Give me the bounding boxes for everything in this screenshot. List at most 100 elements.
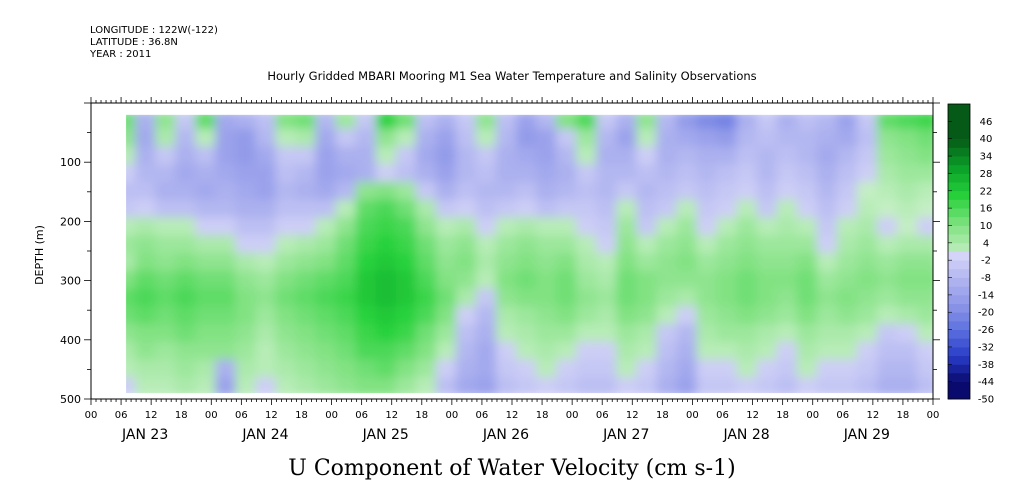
- heatmap-cell: [355, 128, 378, 149]
- heatmap-cell: [836, 146, 859, 167]
- colorbar-segment: [948, 208, 970, 218]
- heatmap-cell: [435, 306, 458, 326]
- heatmap-cell: [375, 377, 398, 398]
- x-tick-label: 18: [897, 410, 910, 421]
- heatmap-cell: [816, 164, 839, 184]
- heatmap-cell: [455, 128, 478, 149]
- heatmap-cell: [816, 270, 839, 291]
- heatmap-smoothing-layer: [115, 110, 933, 398]
- heatmap-cell: [255, 341, 278, 362]
- heatmap-cell: [636, 377, 659, 398]
- heatmap-cell: [175, 217, 198, 238]
- x-tick-label: 06: [115, 410, 128, 421]
- heatmap-cell: [315, 235, 338, 255]
- heatmap-cell: [275, 146, 298, 167]
- heatmap-cell: [796, 377, 819, 398]
- colorbar-labels: 46 40 34 28 22 16 10 4 -2 -8 -14 -20 -26 -32 -38 -44 -50: [978, 117, 994, 406]
- heatmap-cell: [556, 217, 579, 238]
- y-tick-label: 500: [60, 393, 81, 406]
- heatmap-cell: [736, 146, 759, 167]
- heatmap-cell: [175, 146, 198, 167]
- heatmap-cell: [716, 128, 739, 149]
- heatmap-cell: [796, 235, 819, 255]
- heatmap-cell: [455, 217, 478, 238]
- heatmap-cell: [756, 181, 779, 202]
- heatmap-cell: [636, 306, 659, 326]
- heatmap-cell: [135, 235, 158, 255]
- heatmap-cell: [195, 359, 218, 380]
- heatmap-cell: [716, 217, 739, 238]
- heatmap-cell: [856, 164, 879, 184]
- heatmap-cell: [516, 217, 539, 238]
- heatmap-cell: [856, 324, 879, 344]
- heatmap-cell: [355, 217, 378, 238]
- heatmap-cell: [135, 252, 158, 273]
- heatmap-cell: [836, 128, 859, 149]
- heatmap-cell: [616, 252, 639, 273]
- heatmap-cell: [736, 217, 759, 238]
- heatmap-cell: [516, 306, 539, 326]
- heatmap-cell: [255, 288, 278, 309]
- heatmap-cell: [736, 324, 759, 344]
- colorbar-segment: [948, 216, 970, 226]
- heatmap-cell: [315, 306, 338, 326]
- heatmap-cell: [275, 324, 298, 344]
- heatmap-cell: [235, 288, 258, 309]
- heatmap-cell: [856, 235, 879, 255]
- heatmap-cell: [135, 324, 158, 344]
- heatmap-cell: [495, 110, 519, 131]
- heatmap-cell: [295, 146, 318, 167]
- heatmap-cell: [776, 217, 799, 238]
- heatmap-cell: [415, 110, 438, 131]
- heatmap-cell: [616, 164, 639, 184]
- heatmap-cell: [876, 110, 899, 131]
- heatmap-cell: [596, 306, 619, 326]
- heatmap-cell: [255, 181, 278, 202]
- heatmap-cell: [175, 199, 198, 220]
- heatmap-cell: [576, 235, 599, 255]
- heatmap-cell: [616, 359, 639, 380]
- longitude-label: LONGITUDE : 122W(-122): [90, 25, 218, 36]
- heatmap-cell: [876, 270, 899, 291]
- heatmap-cell: [495, 288, 519, 309]
- heatmap-cell: [656, 306, 679, 326]
- heatmap-cell: [536, 377, 559, 398]
- heatmap-cell: [455, 252, 478, 273]
- heatmap-cell: [315, 359, 338, 380]
- heatmap-cell: [375, 235, 398, 255]
- heatmap-cell: [536, 199, 559, 220]
- heatmap-cell: [295, 164, 318, 184]
- heatmap-cell: [896, 252, 919, 273]
- heatmap-cell: [395, 288, 418, 309]
- heatmap-cell: [856, 199, 879, 220]
- heatmap-cell: [716, 110, 739, 131]
- heatmap-cell: [475, 235, 498, 255]
- heatmap-cell: [255, 252, 278, 273]
- heatmap-cell: [716, 306, 739, 326]
- heatmap-cell: [375, 110, 398, 131]
- y-tick-label: 400: [60, 334, 81, 347]
- heatmap-cell: [215, 359, 238, 380]
- heatmap-cell: [576, 306, 599, 326]
- heatmap-cell: [876, 341, 899, 362]
- colorbar-segment: [948, 225, 970, 235]
- heatmap-cell: [576, 359, 599, 380]
- latitude-label: LATITUDE : 36.8N: [90, 37, 178, 48]
- heatmap-cell: [295, 199, 318, 220]
- heatmap-cell: [475, 146, 498, 167]
- heatmap-cell: [255, 306, 278, 326]
- heatmap-cell: [335, 324, 358, 344]
- heatmap-cell: [235, 217, 258, 238]
- heatmap-cell: [876, 252, 899, 273]
- heatmap-cell: [756, 128, 779, 149]
- heatmap-cell: [415, 288, 438, 309]
- heatmap-cell: [375, 288, 398, 309]
- heatmap-cell: [596, 341, 619, 362]
- heatmap-cell: [155, 199, 178, 220]
- heatmap-cell: [516, 377, 539, 398]
- heatmap-cell: [616, 110, 639, 131]
- heatmap-cell: [395, 377, 418, 398]
- colorbar-label: -50: [978, 395, 994, 406]
- heatmap-cell: [876, 235, 899, 255]
- heatmap-cell: [275, 252, 298, 273]
